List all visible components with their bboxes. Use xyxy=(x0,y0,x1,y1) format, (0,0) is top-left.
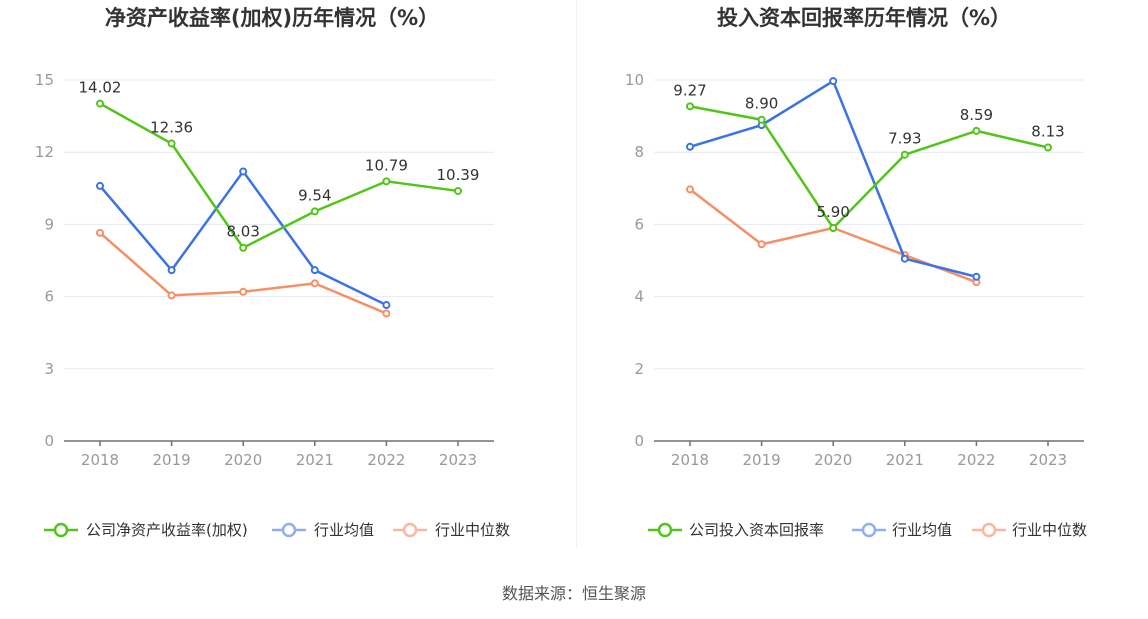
y-tick-label: 15 xyxy=(35,71,54,89)
y-tick-label: 6 xyxy=(634,215,644,233)
legend-marker xyxy=(981,522,997,538)
y-tick-label: 0 xyxy=(44,432,54,450)
x-tick-label: 2023 xyxy=(1029,451,1067,469)
data-label: 9.54 xyxy=(298,186,331,204)
data-point-company xyxy=(1044,143,1052,152)
x-tick-label: 2022 xyxy=(957,451,995,469)
data-point-average xyxy=(96,181,104,190)
data-point-company xyxy=(686,102,694,111)
data-label: 12.36 xyxy=(150,119,193,137)
data-point-average xyxy=(900,254,909,263)
x-tick-label: 2018 xyxy=(671,451,709,469)
data-point-median xyxy=(686,185,694,194)
data-label: 14.02 xyxy=(79,79,122,97)
data-point-company xyxy=(454,186,462,195)
data-point-median xyxy=(167,291,176,300)
data-point-median xyxy=(757,240,766,249)
legend-label: 公司净资产收益率(加权) xyxy=(86,521,248,539)
legend-marker xyxy=(402,522,418,538)
chart-divider xyxy=(576,0,577,548)
data-source: 数据来源：恒生聚源 xyxy=(501,584,646,603)
x-tick-label: 2018 xyxy=(81,451,119,469)
data-point-average xyxy=(972,272,981,281)
series-line-company xyxy=(99,102,459,249)
data-point-company xyxy=(310,207,319,216)
y-tick-label: 4 xyxy=(634,288,644,306)
data-point-median xyxy=(96,228,104,237)
x-tick-label: 2021 xyxy=(886,451,924,469)
data-point-average xyxy=(829,77,838,86)
data-point-average xyxy=(382,301,391,310)
legend-marker xyxy=(281,522,297,538)
data-label: 7.93 xyxy=(888,130,921,148)
chart-title: 净资产收益率(加权)历年情况（%） xyxy=(105,6,439,30)
legend-label: 行业均值 xyxy=(314,521,374,539)
legend-label: 行业中位数 xyxy=(435,521,510,539)
legend-label: 行业均值 xyxy=(892,521,952,539)
data-point-company xyxy=(829,224,838,233)
data-label: 8.13 xyxy=(1031,123,1064,141)
x-tick-label: 2019 xyxy=(743,451,781,469)
y-tick-label: 8 xyxy=(634,143,644,161)
data-point-median xyxy=(310,279,319,288)
y-tick-label: 12 xyxy=(35,143,54,161)
data-point-company xyxy=(900,150,909,159)
data-point-average xyxy=(686,142,694,151)
x-tick-label: 2023 xyxy=(439,451,477,469)
data-label: 8.90 xyxy=(745,95,778,113)
y-tick-label: 0 xyxy=(634,432,644,450)
y-tick-label: 9 xyxy=(44,215,54,233)
data-point-average xyxy=(310,266,319,275)
data-point-average xyxy=(167,266,176,275)
chart-title: 投入资本回报率历年情况（%） xyxy=(717,6,1011,30)
data-point-company xyxy=(972,126,981,135)
x-tick-label: 2021 xyxy=(296,451,334,469)
data-label: 10.79 xyxy=(365,156,408,174)
y-tick-label: 6 xyxy=(44,288,54,306)
y-tick-label: 10 xyxy=(625,71,644,89)
data-point-median xyxy=(239,287,248,296)
legend-marker xyxy=(53,522,69,538)
x-tick-label: 2020 xyxy=(814,451,852,469)
x-tick-label: 2019 xyxy=(153,451,191,469)
data-point-company xyxy=(757,115,766,124)
data-point-average xyxy=(239,167,248,176)
data-label: 8.59 xyxy=(960,106,993,124)
data-point-company xyxy=(96,99,104,108)
series-line-company xyxy=(689,105,1049,230)
legend-marker xyxy=(861,522,877,538)
y-tick-label: 3 xyxy=(44,360,54,378)
x-tick-label: 2022 xyxy=(367,451,405,469)
legend-label: 公司投入资本回报率 xyxy=(689,521,824,539)
data-point-company xyxy=(382,177,391,186)
series-line-average xyxy=(689,79,977,278)
y-tick-label: 2 xyxy=(634,360,644,378)
legend-label: 行业中位数 xyxy=(1012,521,1087,539)
data-point-median xyxy=(382,309,391,318)
data-point-company xyxy=(239,243,248,252)
roe-chart: 净资产收益率(加权)历年情况（%） 0 3 6 9 12 15 2018 2019 2020 202… xyxy=(35,6,510,539)
data-label: 9.27 xyxy=(673,81,706,99)
data-point-company xyxy=(167,139,176,148)
legend-marker xyxy=(657,522,673,538)
data-label: 5.90 xyxy=(816,203,849,221)
data-label: 10.39 xyxy=(437,166,480,184)
x-tick-label: 2020 xyxy=(224,451,262,469)
roic-chart: 投入资本回报率历年情况（%） 0 2 4 6 8 10 2018 2019 2020 2021 202… xyxy=(625,6,1087,539)
data-label: 8.03 xyxy=(226,223,259,241)
